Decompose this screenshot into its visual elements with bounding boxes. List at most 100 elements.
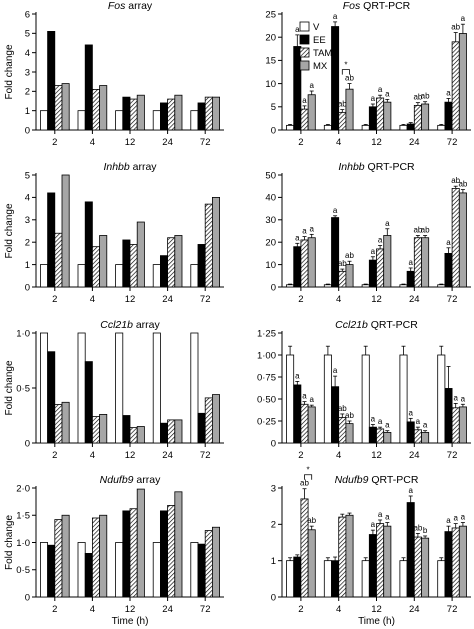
bar-ee [159, 255, 168, 288]
panel-title-gene: Ndufb9 [335, 474, 369, 486]
bar-tam [92, 246, 101, 288]
bar-mx [136, 426, 145, 444]
panel-title-method: array [130, 161, 158, 173]
significance-letter: a [302, 227, 307, 236]
x-axis-label: Time (h) [112, 616, 149, 627]
x-tick-label: 4 [336, 604, 341, 615]
panel-title: Fos array [108, 0, 153, 12]
y-tick-label: 0 [25, 438, 30, 449]
x-tick-label: 12 [125, 137, 136, 148]
y-tick-label: 0 [25, 282, 30, 293]
significance-letter: a [295, 371, 300, 380]
bar-ee [84, 361, 93, 444]
y-tick-label: 0·5 [16, 565, 30, 576]
bar-ee [84, 44, 93, 131]
significance-letter: a [446, 88, 451, 97]
bar-mx [458, 33, 467, 131]
panel-title-method: array [125, 0, 153, 12]
x-tick-label: 4 [90, 450, 95, 461]
x-tick-label: 24 [409, 450, 420, 461]
bar-tam [451, 527, 460, 598]
significance-letter: ab [421, 92, 430, 101]
significance-letter: a [408, 258, 413, 267]
bar-mx [345, 88, 354, 131]
x-tick-label: 24 [409, 137, 420, 148]
bar-v [437, 560, 446, 598]
bar-ee [368, 426, 377, 444]
x-tick-label: 12 [371, 450, 382, 461]
bar-v [190, 332, 199, 444]
x-tick-label: 2 [298, 604, 303, 615]
bar-tam [413, 237, 422, 288]
significance-bracket [304, 474, 313, 480]
panel-title-gene: Inhbb [338, 161, 364, 173]
bar-v [77, 264, 86, 288]
bar-tam [338, 516, 347, 598]
panel-title-method: QRT-PCR [360, 0, 410, 12]
bar-mx [458, 525, 467, 598]
significance-letter: a [408, 486, 413, 495]
bar-tam [451, 188, 460, 288]
significance-letter: a [333, 206, 338, 215]
x-tick-label: 72 [200, 137, 211, 148]
bar-mx [383, 432, 392, 444]
bar-mx [383, 101, 392, 131]
significance-letter: ab [345, 251, 354, 260]
legend-label-ee: EE [313, 35, 326, 46]
bar-v [437, 124, 446, 131]
bar-ee [368, 106, 377, 131]
significance-letter: a [371, 247, 376, 256]
bar-mx [307, 94, 316, 131]
significance-letter: a [461, 14, 466, 23]
bar-ee [331, 560, 340, 598]
bar-tam [338, 111, 347, 131]
legend-label-tam: TAM [313, 48, 332, 59]
legend: V EE TAM MX [299, 21, 332, 72]
y-tick-label: 1 [271, 556, 276, 567]
bar-v [115, 332, 124, 444]
significance-letter: ab [413, 523, 422, 532]
bar-mx [307, 237, 316, 288]
bar-v [77, 332, 86, 444]
y-tick-label: 2 [25, 238, 30, 249]
bar-ee [444, 388, 453, 444]
bar-v [190, 542, 199, 598]
bar-v [190, 264, 199, 288]
bar-mx [136, 221, 145, 288]
panel-title: Inhbb array [103, 161, 157, 173]
bar-v [399, 354, 408, 444]
bar-v [361, 284, 370, 288]
significance-letter: ab [338, 100, 347, 109]
bar-ee [47, 30, 56, 131]
bar-mx [61, 401, 70, 444]
bar-mx [136, 488, 145, 598]
y-tick-label: 0 [25, 125, 30, 136]
x-tick-label: 2 [298, 137, 303, 148]
bar-mx [211, 394, 220, 444]
significance-letter: a [371, 415, 376, 424]
x-tick-label: 12 [371, 604, 382, 615]
bar-v [399, 560, 408, 598]
significance-letter: a [423, 421, 428, 430]
significance-letter: a [461, 513, 466, 522]
bar-ee [293, 556, 302, 598]
bar-tam [376, 523, 385, 598]
bar-tam [413, 429, 422, 444]
x-tick-label: 4 [90, 604, 95, 615]
y-tick-label: 5 [25, 29, 30, 40]
bar-tam [204, 96, 213, 131]
bar-v [286, 560, 295, 598]
x-tick-label: 24 [409, 604, 420, 615]
bar-v [152, 264, 161, 288]
bar-tam [338, 270, 347, 288]
panel-title: Ndufb9 QRT-PCR [335, 474, 419, 486]
bar-tam [167, 237, 176, 288]
x-tick-label: 24 [162, 450, 173, 461]
significance-letter: ab [300, 479, 309, 488]
bar-v [286, 284, 295, 288]
panel-title-gene: Ndufb9 [100, 474, 134, 486]
